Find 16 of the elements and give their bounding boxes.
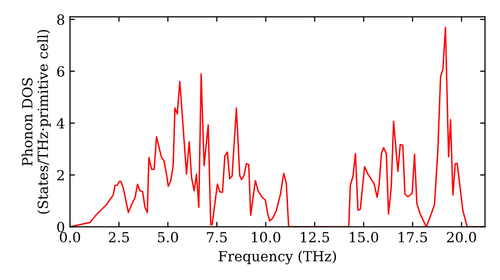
y-tick-label: 4 <box>56 118 64 128</box>
x-tick-label: 2.5 <box>108 232 129 242</box>
x-tick-label: 5.0 <box>158 232 178 242</box>
y-tick-label: 0 <box>57 222 64 232</box>
y-tick-label: 2 <box>57 170 64 180</box>
x-tick-label: 15.0 <box>350 232 378 242</box>
x-axis-title: Frequency (THz) <box>218 250 336 264</box>
y-axis-title: Phonon DOS (States/THz·primitive cell) <box>22 30 51 214</box>
x-tick-label: 12.5 <box>300 232 330 242</box>
x-tick-label: 17.5 <box>398 232 427 242</box>
x-tick-label: 20.0 <box>446 232 476 242</box>
y-tick-label: 6 <box>57 66 64 77</box>
x-tick-label: 10.0 <box>252 232 280 242</box>
x-tick-label: 7.5 <box>206 232 227 242</box>
y-tick-label: 8 <box>57 14 64 25</box>
x-tick-label: 0.0 <box>60 232 80 242</box>
